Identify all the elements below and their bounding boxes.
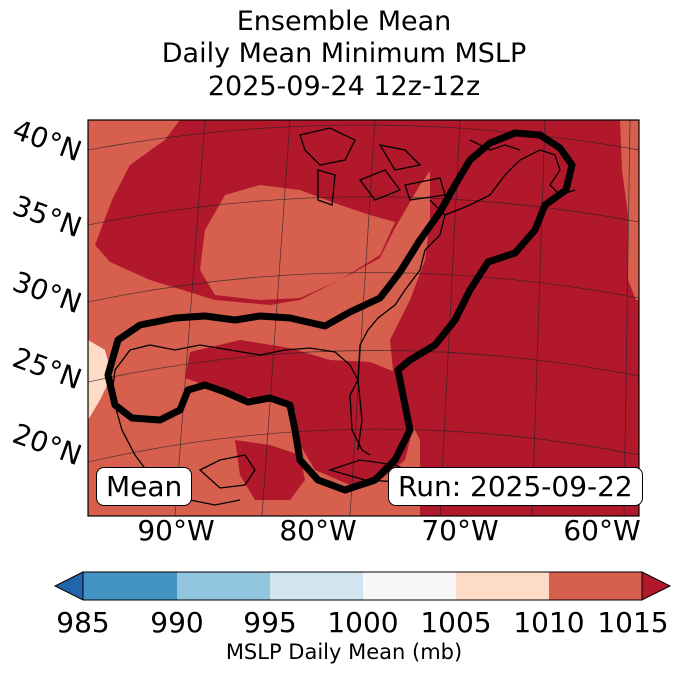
- colorbar-tick: 1005: [420, 606, 492, 639]
- colorbar-frame: [82, 571, 643, 601]
- colorbar-segment: [456, 572, 549, 600]
- lon-label-80w: 80°W: [279, 514, 357, 547]
- field-gt1015-north: [100, 120, 470, 268]
- colorbar-tick: 1010: [513, 606, 585, 639]
- colorbar-tick: 1015: [597, 606, 669, 639]
- mean-label-box: Mean: [96, 467, 193, 506]
- colorbar-tick: 995: [243, 606, 297, 639]
- field-1010-1015-inner: [200, 185, 395, 300]
- colorbar-segment: [83, 572, 177, 600]
- colorbar-tick: 1000: [327, 606, 399, 639]
- field-gt1015-sw-patch: [235, 440, 305, 500]
- coastlines: [111, 127, 576, 506]
- colorbar-label: MSLP Daily Mean (mb): [225, 640, 463, 664]
- map-frame: [87, 119, 640, 517]
- colorbar-extend-high: [641, 571, 672, 601]
- colorbar-extend-low: [53, 571, 84, 601]
- run-date-box: Run: 2025-09-22: [388, 467, 643, 506]
- title-line-3: 2025-09-24 12z-12z: [207, 71, 481, 102]
- field-gt1015-gulf: [185, 340, 415, 485]
- colorbar-segment: [549, 572, 642, 600]
- lon-label-70w: 70°W: [421, 514, 499, 547]
- lon-label-60w: 60°W: [563, 514, 641, 547]
- colorbar-tick: 990: [150, 606, 204, 639]
- colorbar-segment: [363, 572, 456, 600]
- map-panel: [88, 120, 639, 516]
- title-line-2: Daily Mean Minimum MSLP: [161, 38, 527, 69]
- colorbar-segment: [270, 572, 363, 600]
- field-1010-1015-east-edge: [620, 120, 639, 300]
- field-1005-1010: [88, 340, 112, 420]
- lon-label-90w: 90°W: [137, 514, 215, 547]
- colorbar: [53, 571, 672, 601]
- field-gt1015-east: [390, 120, 639, 516]
- title-line-1: Ensemble Mean: [236, 6, 452, 37]
- colorbar-tick: 985: [56, 606, 110, 639]
- colorbar-segment: [177, 572, 270, 600]
- contour-1010: [104, 129, 576, 494]
